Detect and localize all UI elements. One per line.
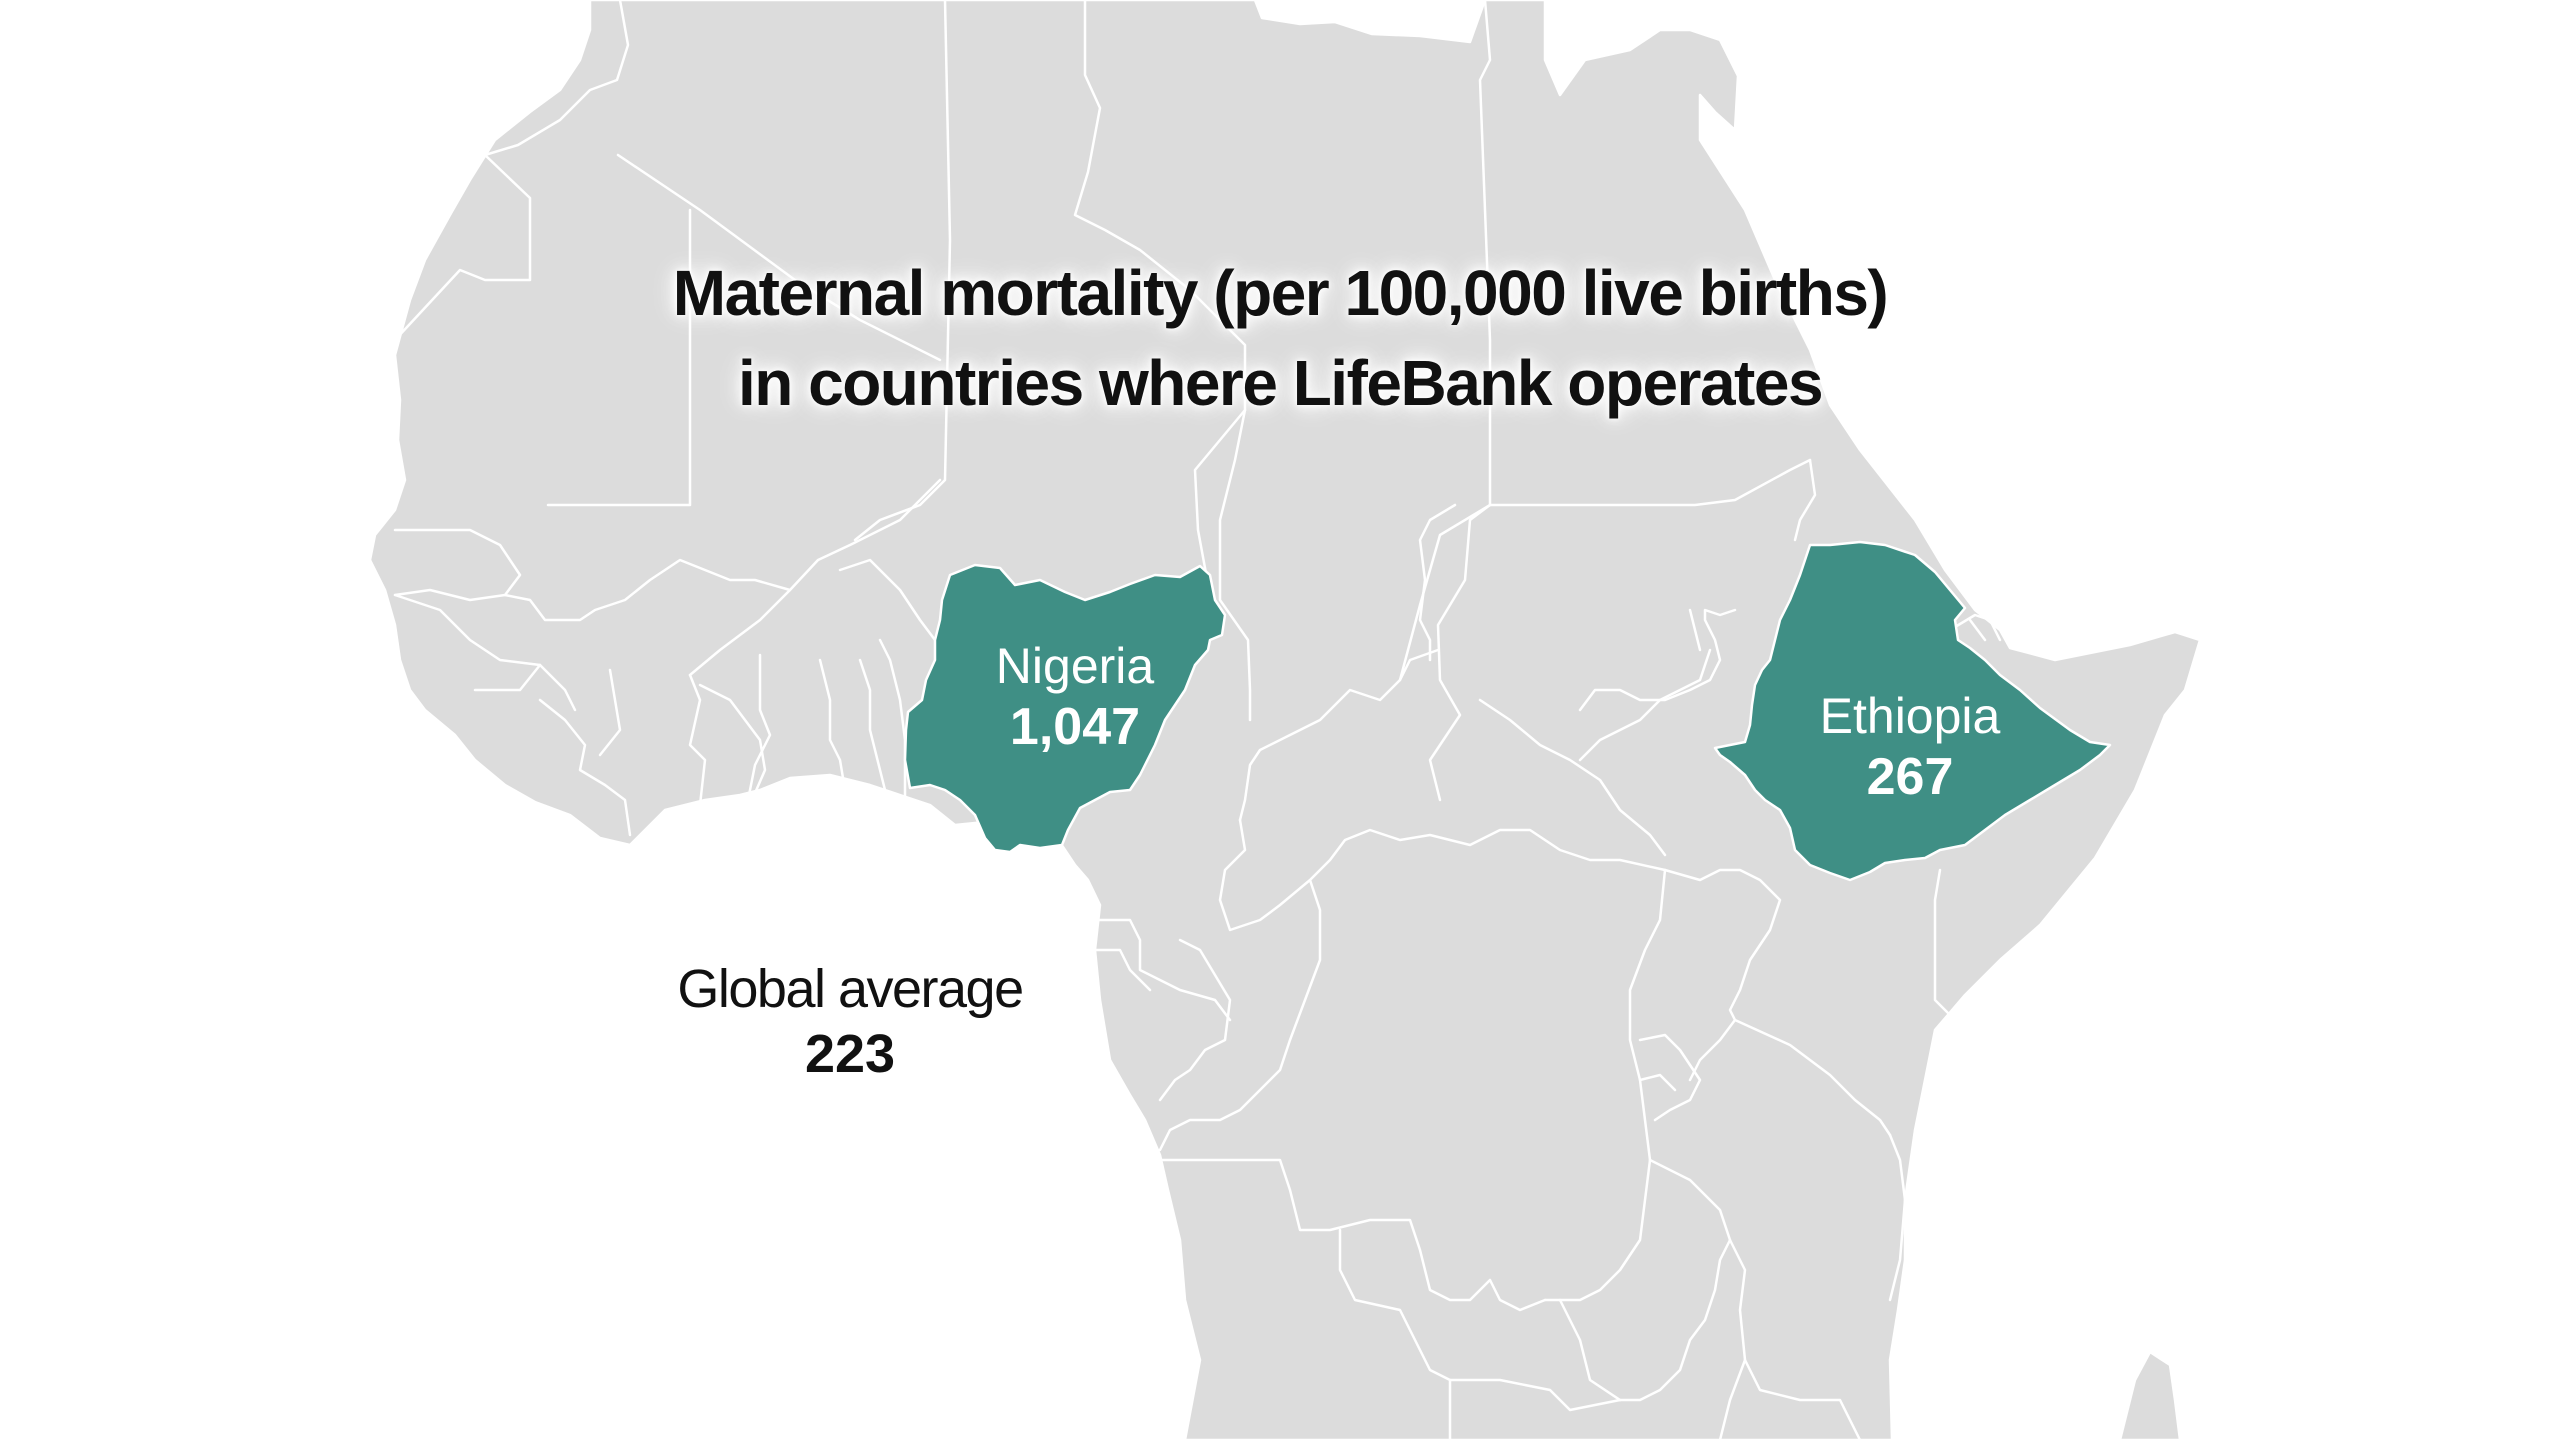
nigeria-shape[interactable] (903, 563, 1227, 854)
madagascar-shape (2118, 1350, 2182, 1440)
ethiopia-shape[interactable] (1713, 540, 2112, 882)
ethiopia-value: 267 (1866, 748, 1954, 806)
global-average-label: Global average (677, 959, 1024, 1019)
ethiopia-label: Ethiopia 267 (1770, 686, 2050, 808)
map-title: Maternal mortality (per 100,000 live bir… (480, 248, 2080, 428)
africa-landmass (368, 0, 2202, 1440)
nigeria-name: Nigeria (995, 638, 1155, 694)
nigeria-label: Nigeria 1,047 (950, 636, 1200, 758)
country-borders (393, 0, 2002, 1440)
title-line-2: in countries where LifeBank operates (737, 347, 1824, 419)
nigeria-value: 1,047 (1009, 698, 1141, 756)
ethiopia-name: Ethiopia (1819, 688, 2001, 744)
global-average-annotation: Global average 223 (600, 956, 1100, 1086)
title-line-1: Maternal mortality (per 100,000 live bir… (672, 257, 1889, 329)
global-average-value: 223 (804, 1024, 896, 1084)
